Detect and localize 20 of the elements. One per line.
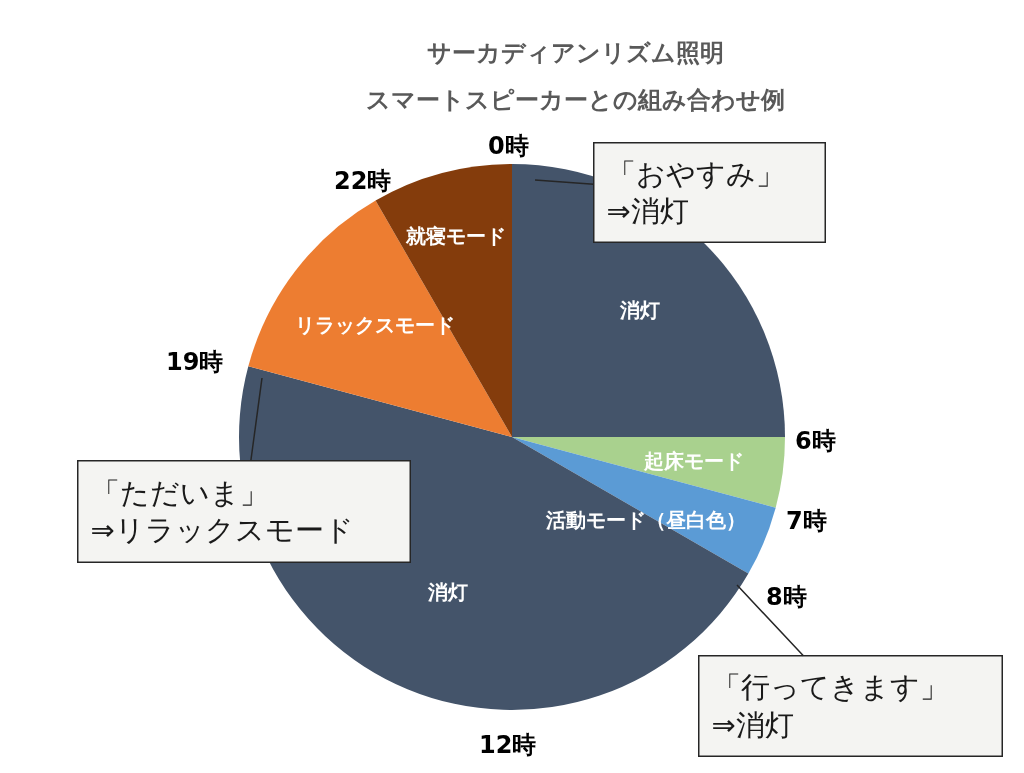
- text: 7時: [786, 507, 827, 535]
- slice-label: 消灯: [427, 580, 468, 604]
- pie-slice: [512, 437, 776, 574]
- text: 「おやすみ」 ⇒消灯: [606, 156, 785, 229]
- text: 「行ってきます」 ⇒消灯: [711, 670, 949, 742]
- text: 12時: [479, 731, 537, 759]
- slice-label: リラックスモード: [295, 313, 455, 337]
- slice-label: 就寝モード: [405, 224, 506, 248]
- slice-label: 消灯: [619, 298, 660, 322]
- pie-slice: [512, 437, 785, 508]
- pie-slice: [248, 200, 512, 437]
- text: 19時: [166, 348, 224, 376]
- chart-subtitle: スマートスピーカーとの組み合わせ例: [366, 86, 785, 114]
- slice-label: 起床モード: [643, 449, 744, 473]
- text: 8時: [766, 583, 807, 611]
- text: 22時: [334, 167, 392, 195]
- text: 6時: [795, 427, 836, 455]
- chart-title: サーカディアンリズム照明: [426, 39, 724, 68]
- text: 0時: [488, 132, 529, 160]
- text: 「ただいま」 ⇒リラックスモード: [90, 475, 354, 548]
